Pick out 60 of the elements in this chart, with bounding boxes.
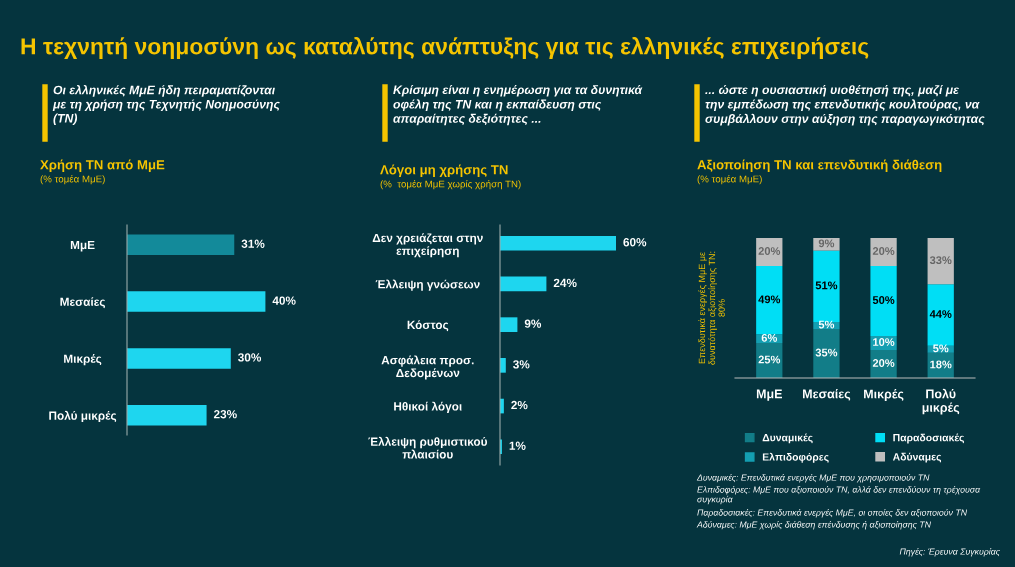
data-label: 9% [524, 319, 542, 328]
chart-title: Χρήση ΤΝ από ΜμΕ [40, 159, 165, 172]
text: Η τεχνητή νοημοσύνη ως καταλύτης ανάπτυξης για τις ελληνικές επιχειρήσεις [21, 37, 869, 59]
data-label: 9% [818, 239, 835, 248]
data-label: 50% [872, 296, 895, 304]
data-label: 10% [873, 338, 895, 346]
x-tick-label: Πολύ μικρές [922, 388, 960, 415]
y-tick-label: Δεν χρειάζεται στην επιχείρηση [372, 233, 483, 258]
data-label: 44% [929, 310, 952, 318]
chart-subtitle: (% τομέα ΜμΕ χωρίς χρήση ΤΝ) [380, 180, 521, 190]
legend-label: Ελπιδοφόρες [762, 452, 829, 463]
legend-label: Παραδοσιακές [893, 433, 965, 444]
data-label: 23% [213, 410, 237, 419]
x-tick-label: Μεσαίες [803, 388, 851, 401]
data-label: 20% [872, 359, 895, 367]
y-tick-label: Πολύ μικρές [49, 410, 117, 423]
y-tick-label: Ηθικοί λόγοι [394, 401, 462, 413]
y-tick-label: Έλλειψη ρυθμιστικού πλαισίου [368, 436, 488, 459]
data-label: 20% [872, 247, 895, 255]
data-label: 30% [238, 353, 262, 362]
data-label: 40% [272, 296, 296, 305]
data-label: 35% [815, 348, 838, 357]
data-label: 33% [929, 256, 952, 265]
y-tick-label: Μεσαίες [60, 297, 105, 309]
y-tick-label: Κόστος [407, 320, 449, 332]
y-tick-label: Μικρές [64, 354, 102, 366]
legend-label: Αδύναμες [892, 452, 942, 463]
data-label: 18% [930, 360, 952, 369]
text: Δυναμικές: Επενδυτικά ενεργές ΜμΕ που χρησιμοποιούν ΤΝ [696, 474, 930, 483]
data-label: 2% [511, 400, 528, 410]
data-label: 49% [758, 295, 781, 304]
text: Ελπιδοφόρες: ΜμΕ που αξιοποιούν ΤΝ, αλλά δεν επενδύουν τη τρέχουσα συγκυρία [697, 486, 981, 505]
chart-subtitle: (% τομέα ΜμΕ) [40, 175, 105, 185]
data-label: 5% [933, 344, 949, 353]
y-tick-label: ΜμΕ [70, 240, 95, 252]
data-label: 1% [509, 441, 526, 450]
chart-title: Αξιοποίηση ΤΝ και επενδυτική διάθεση [697, 159, 942, 172]
y-tick-label: Έλλειψη γνώσεων [375, 279, 480, 291]
text: ... ώστε η ουσιαστική υιοθέτησή της, μαζί με την εμπέδωση της επενδυτικής κουλτούρας, να συμβάλλουν στην αύξηση της παραγωγικότητας [705, 85, 985, 126]
y-tick-label: Ασφάλεια προσ. Δεδομένων [381, 355, 474, 380]
x-tick-label: ΜμΕ [756, 389, 782, 401]
data-label: 31% [241, 239, 265, 248]
text: Κρίσιμη είναι η ενημέρωση για τα δυνητικά οφέλη της ΤΝ και η εκπαίδευση στις απαραίτητες δεξιότητες ... [393, 85, 643, 126]
data-label: 25% [758, 355, 781, 364]
data-label: 20% [758, 247, 781, 255]
data-label: 3% [513, 360, 530, 369]
y-axis-title: Επενδυτικά ενεργές ΜμΕ με δυνατότητα αξιοποίησης ΤΝ: 80% [698, 251, 725, 365]
chart-title: Λόγοι μη χρήσης ΤΝ [380, 164, 508, 177]
data-label: 60% [623, 238, 647, 247]
x-tick-label: Μικρές [864, 389, 904, 401]
data-label: 6% [761, 333, 778, 342]
chart-subtitle: (% τομέα ΜμΕ) [697, 175, 762, 185]
text: Πηγές: Έρευνα Συγκυρίας [899, 548, 1000, 557]
data-label: 5% [818, 320, 835, 329]
text: Παραδοσιακές: Επενδυτικά ενεργές ΜμΕ, οι οποίες δεν αξιοποιούν ΤΝ [697, 509, 968, 518]
text: Αδύναμες: ΜμΕ χωρίς διάθεση επένδυσης ή αξιοποίησης ΤΝ [696, 521, 931, 530]
legend-label: Δυναμικές [762, 433, 813, 444]
data-label: 51% [815, 281, 838, 290]
text: Οι ελληνικές ΜμΕ ήδη πειραματίζονται με τη χρήση της Τεχνητής Νοημοσύνης (ΤΝ) [52, 85, 280, 125]
data-label: 24% [553, 278, 577, 288]
